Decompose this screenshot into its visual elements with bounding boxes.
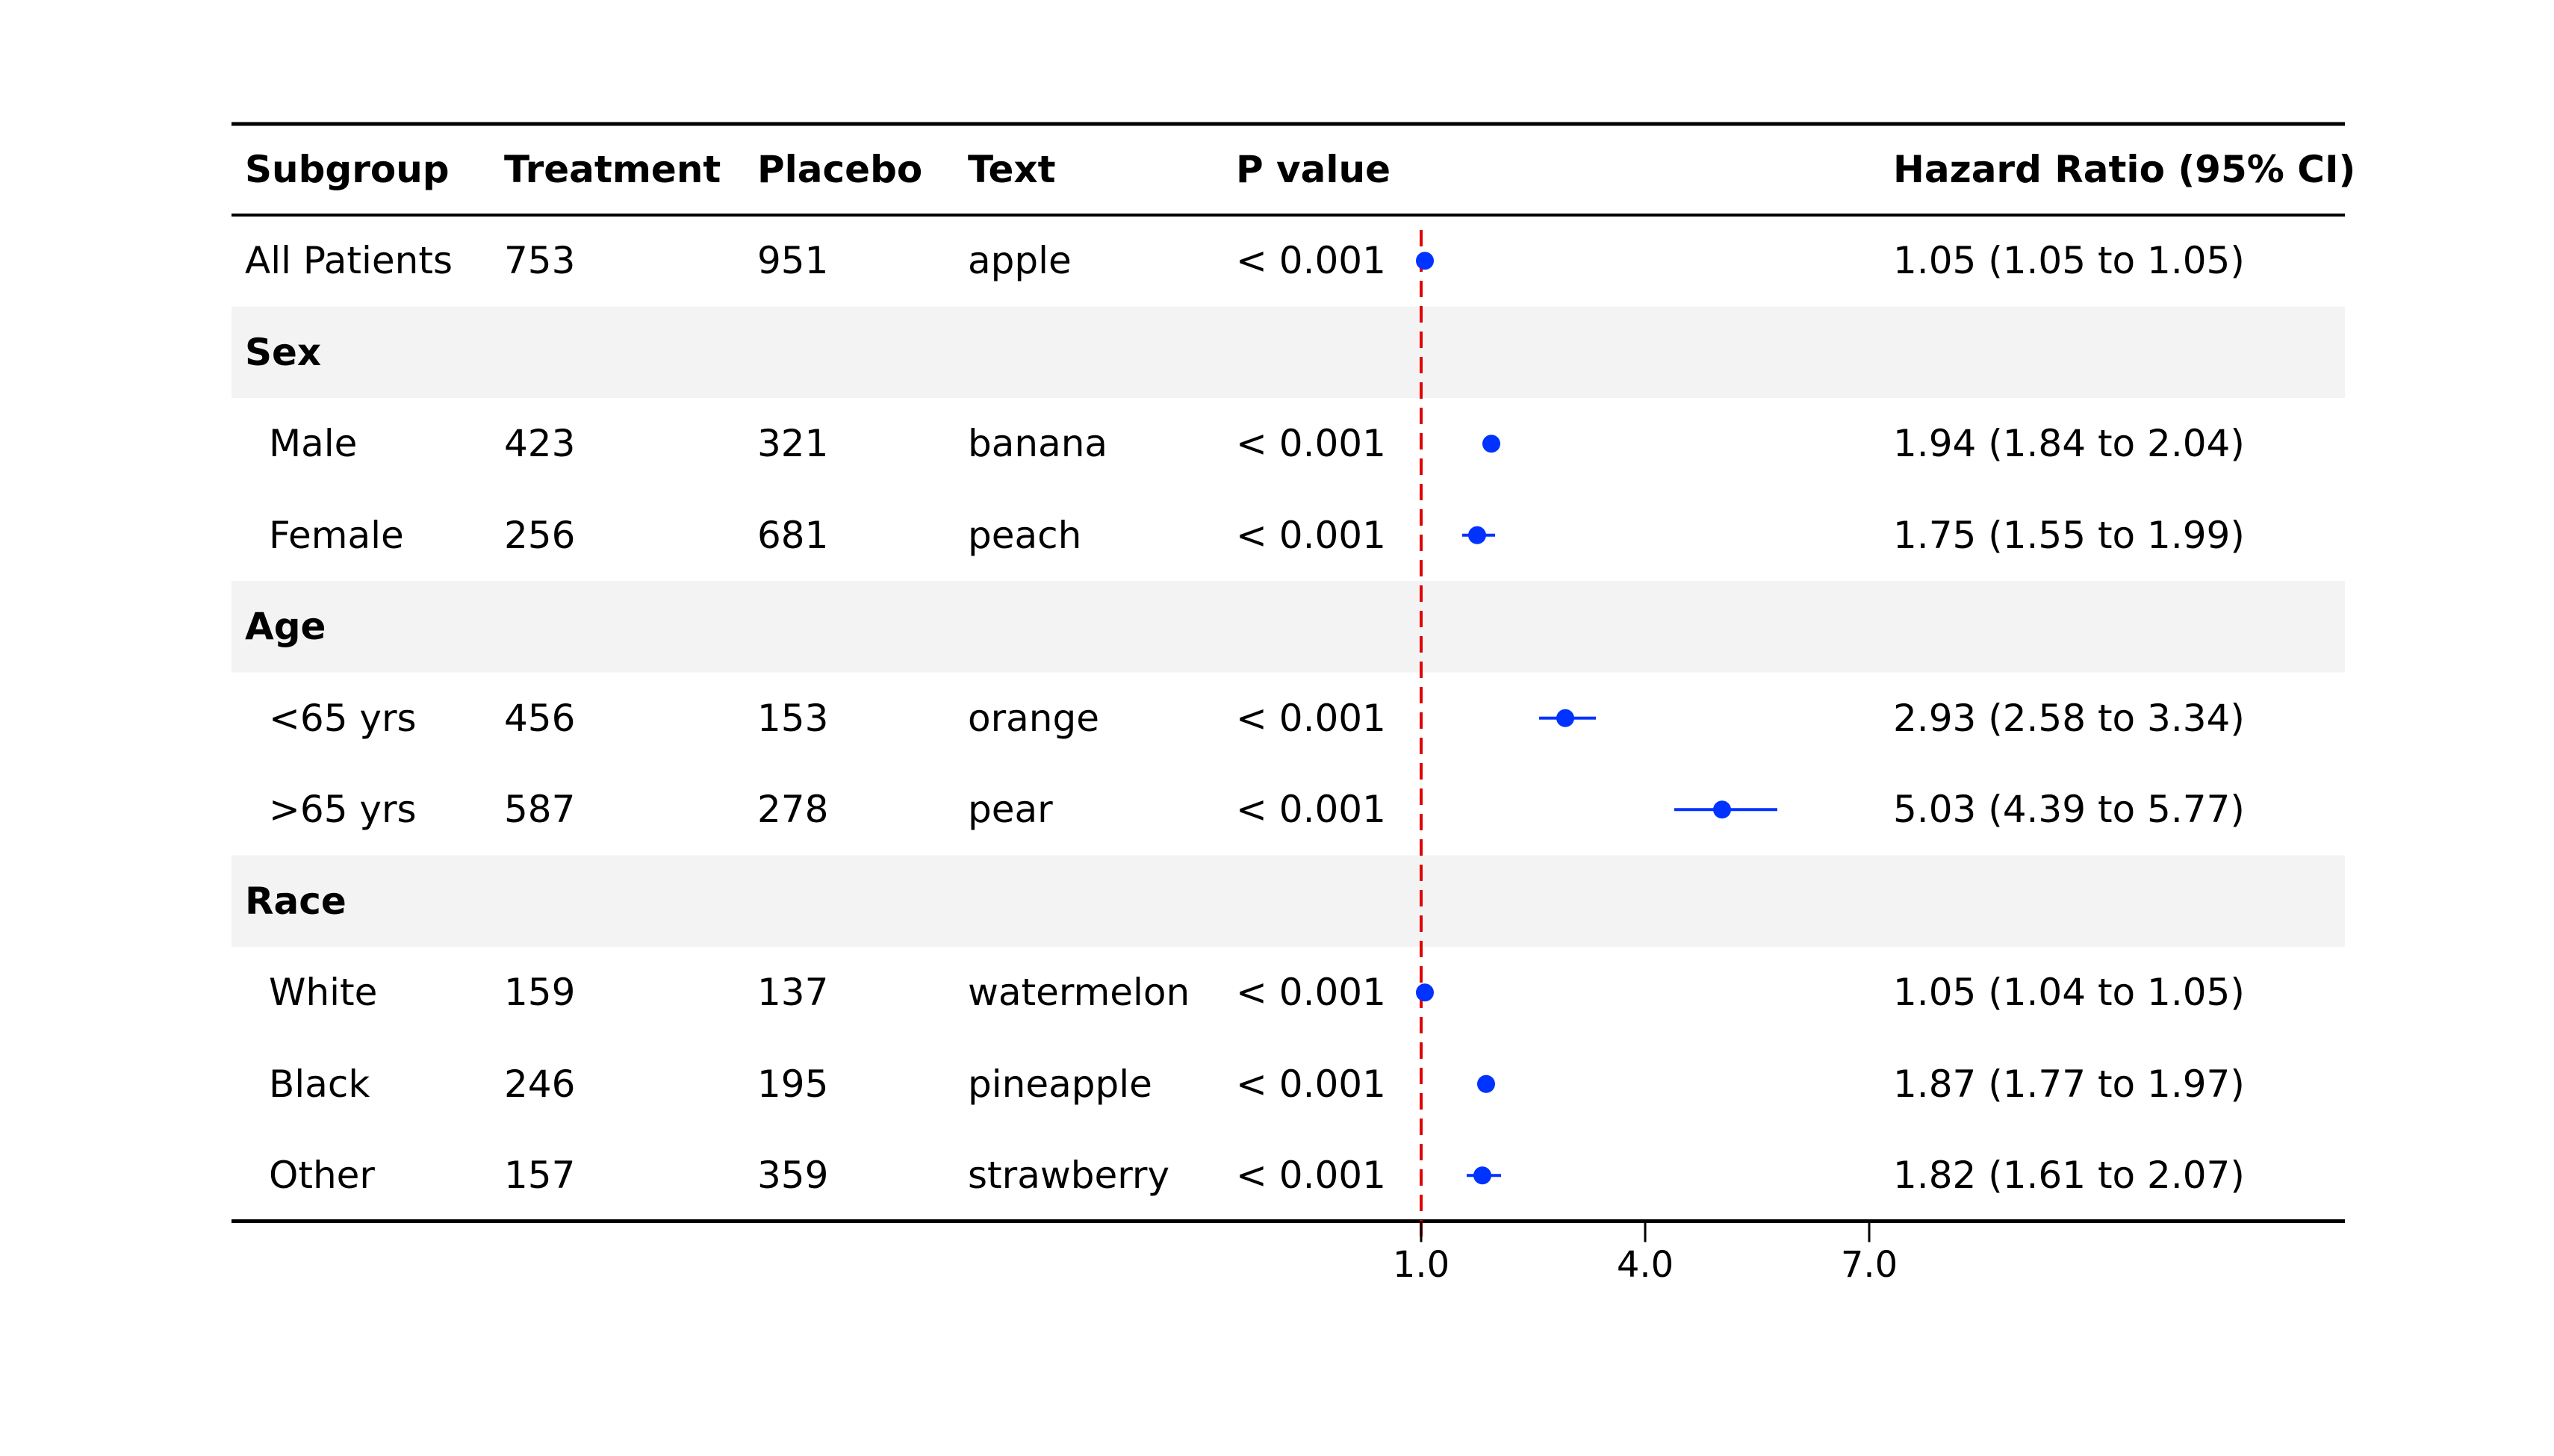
p-value: < 0.001 <box>1236 696 1386 740</box>
treatment-count: 587 <box>504 788 576 831</box>
point-estimate <box>1416 983 1434 1002</box>
hazard-ratio-text: 1.82 (1.61 to 2.07) <box>1893 1154 2245 1197</box>
point-estimate <box>1482 435 1500 453</box>
point-estimate <box>1473 1166 1491 1185</box>
placebo-count: 359 <box>757 1154 829 1197</box>
x-tick-label: 4.0 <box>1616 1243 1674 1286</box>
placebo-count: 137 <box>757 971 829 1014</box>
placebo-count: 321 <box>757 422 829 465</box>
subgroup-label: >65 yrs <box>269 788 417 831</box>
treatment-count: 246 <box>504 1062 576 1106</box>
treatment-count: 423 <box>504 422 576 465</box>
text-value: orange <box>968 696 1099 740</box>
x-tick-label: 7.0 <box>1840 1243 1898 1286</box>
p-value: < 0.001 <box>1236 971 1386 1014</box>
group-band <box>232 306 2345 398</box>
column-header: P value <box>1236 148 1391 191</box>
point-estimate <box>1713 800 1731 819</box>
p-value: < 0.001 <box>1236 788 1386 831</box>
treatment-count: 753 <box>504 239 576 282</box>
placebo-count: 278 <box>757 788 829 831</box>
hazard-ratio-text: 5.03 (4.39 to 5.77) <box>1893 788 2245 831</box>
p-value: < 0.001 <box>1236 1062 1386 1106</box>
p-value: < 0.001 <box>1236 513 1386 557</box>
text-value: strawberry <box>968 1154 1170 1197</box>
hazard-ratio-text: 1.05 (1.04 to 1.05) <box>1893 971 2245 1014</box>
subgroup-label: White <box>269 971 378 1014</box>
treatment-count: 157 <box>504 1154 576 1197</box>
p-value: < 0.001 <box>1236 422 1386 465</box>
text-value: watermelon <box>968 971 1190 1014</box>
group-band <box>232 855 2345 947</box>
subgroup-label: Black <box>269 1062 370 1106</box>
hazard-ratio-text: 1.94 (1.84 to 2.04) <box>1893 422 2245 465</box>
subgroup-label: All Patients <box>245 239 453 282</box>
point-estimate <box>1468 526 1486 544</box>
text-value: banana <box>968 422 1108 465</box>
subgroup-label: Male <box>269 422 358 465</box>
placebo-count: 681 <box>757 513 829 557</box>
p-value: < 0.001 <box>1236 239 1386 282</box>
placebo-count: 153 <box>757 696 829 740</box>
column-header: Placebo <box>757 148 923 191</box>
hazard-ratio-text: 2.93 (2.58 to 3.34) <box>1893 696 2245 740</box>
text-value: pear <box>968 788 1053 831</box>
hazard-ratio-text: 1.05 (1.05 to 1.05) <box>1893 239 2245 282</box>
treatment-count: 456 <box>504 696 576 740</box>
group-label: Age <box>245 605 326 648</box>
subgroup-label: Female <box>269 513 404 557</box>
point-estimate <box>1477 1074 1495 1093</box>
text-value: peach <box>968 513 1082 557</box>
column-header: Treatment <box>504 148 721 191</box>
column-header: Hazard Ratio (95% CI) <box>1893 148 2356 191</box>
group-label: Sex <box>245 330 322 374</box>
text-value: pineapple <box>968 1062 1152 1106</box>
hazard-ratio-text: 1.75 (1.55 to 1.99) <box>1893 513 2245 557</box>
group-label: Race <box>245 879 347 923</box>
placebo-count: 951 <box>757 239 829 282</box>
subgroup-label: Other <box>269 1154 375 1197</box>
column-header: Text <box>968 148 1056 191</box>
group-band <box>232 581 2345 673</box>
hazard-ratio-text: 1.87 (1.77 to 1.97) <box>1893 1062 2245 1106</box>
placebo-count: 195 <box>757 1062 829 1106</box>
column-header: Subgroup <box>245 148 450 191</box>
point-estimate <box>1556 709 1574 727</box>
p-value: < 0.001 <box>1236 1154 1386 1197</box>
text-value: apple <box>968 239 1072 282</box>
point-estimate <box>1416 252 1434 270</box>
treatment-count: 256 <box>504 513 576 557</box>
treatment-count: 159 <box>504 971 576 1014</box>
subgroup-label: <65 yrs <box>269 696 417 740</box>
x-tick-label: 1.0 <box>1392 1243 1450 1286</box>
